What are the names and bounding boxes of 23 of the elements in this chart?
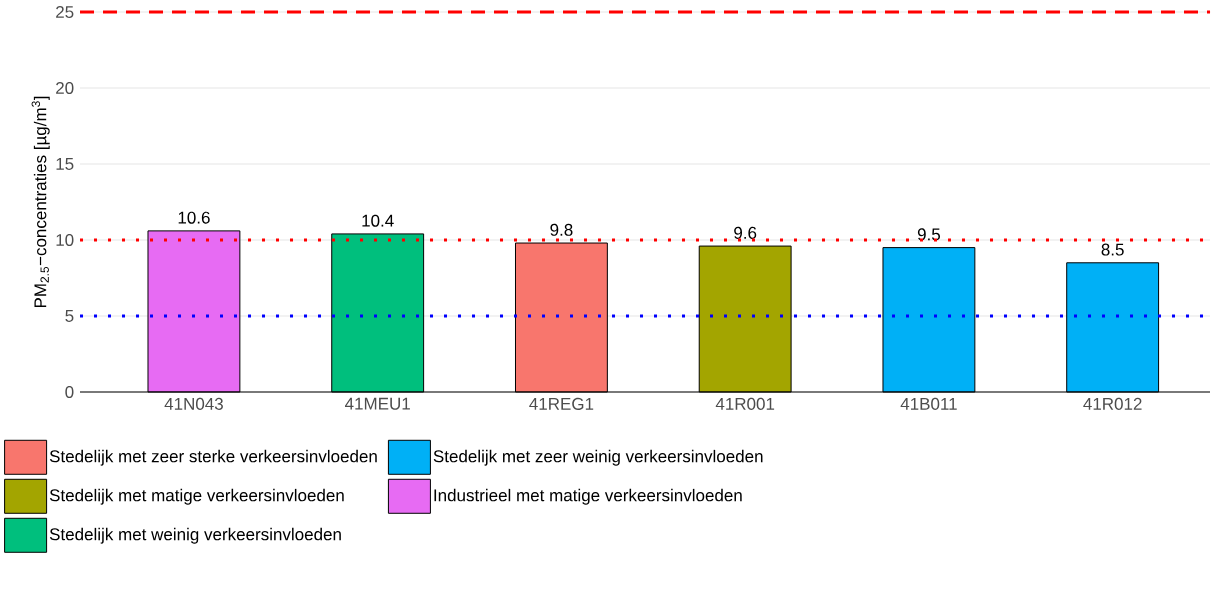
data-label: 9.8 [550, 223, 573, 236]
data-label: 9.6 [734, 226, 757, 239]
y-tick-label: 5 [65, 310, 74, 322]
x-tick-label: 41REG1 [529, 397, 594, 410]
legend-label: Stedelijk met zeer weinig verkeersinvloeden [433, 449, 763, 466]
x-tick-label: 41MEU1 [345, 397, 410, 410]
x-tick-label: 41R001 [715, 397, 775, 410]
y-tick-label: 10 [56, 233, 74, 247]
y-tick-label: 20 [56, 81, 74, 95]
y-tick-label: 25 [56, 5, 74, 19]
data-label: 10.6 [178, 211, 210, 224]
legend-label: Industrieel met matige verkeersinvloeden [434, 488, 742, 505]
data-label: 8.5 [1101, 243, 1124, 256]
y-tick-label: 15 [56, 158, 74, 170]
data-label: 10.4 [362, 214, 394, 227]
y-axis-title: PM$_{2.5}$−concentraties [µg/m$^{3}$] [31, 96, 50, 308]
legend-label: Stedelijk met zeer sterke verkeersinvloeden [49, 449, 377, 466]
legend-label: Stedelijk met matige verkeersinvloeden [49, 488, 344, 505]
y-tick-label: 0 [65, 385, 74, 399]
legend-label: Stedelijk met weinig verkeersinvloeden [49, 527, 341, 544]
x-tick-label: 41N043 [164, 397, 223, 410]
x-tick-label: 41R012 [1083, 397, 1142, 410]
x-tick-label: 41B011 [900, 397, 957, 410]
